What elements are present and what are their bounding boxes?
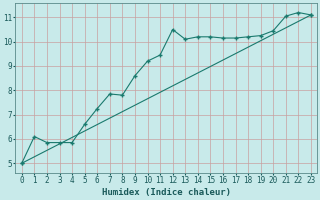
X-axis label: Humidex (Indice chaleur): Humidex (Indice chaleur) bbox=[102, 188, 231, 197]
